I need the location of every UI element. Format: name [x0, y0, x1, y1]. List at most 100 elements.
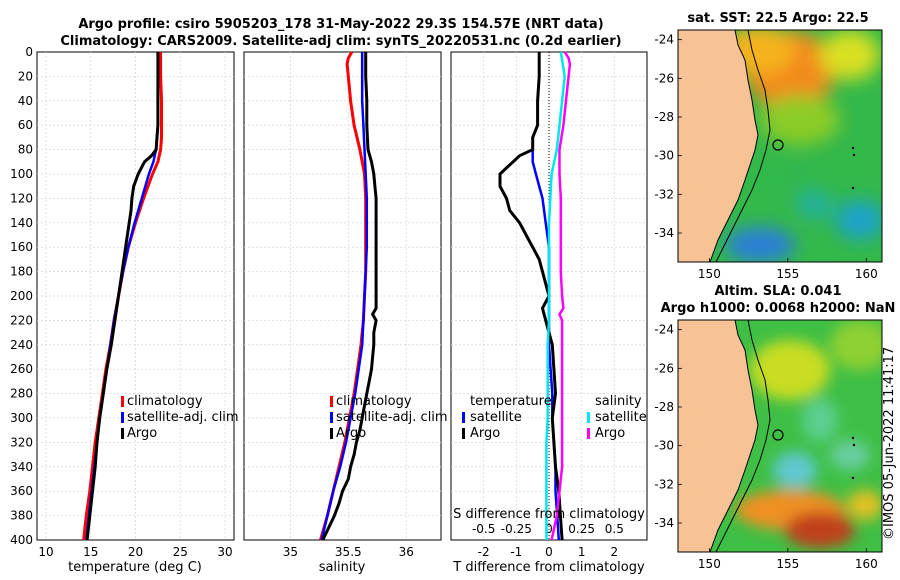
depth-tick: 100	[10, 167, 33, 181]
sst-island-3	[851, 186, 855, 190]
sst-yellowgreen-patch	[760, 95, 840, 145]
sla-field	[678, 320, 882, 552]
lat-tick: -24	[654, 323, 674, 337]
sla-island-1	[851, 436, 855, 440]
sst-map-title: sat. SST: 22.5 Argo: 22.5	[687, 11, 868, 26]
depth-tick: 200	[10, 289, 33, 303]
legend-s-satellite: satellite	[595, 410, 647, 425]
x-tick: 35	[283, 545, 298, 559]
sla-yellow-patch	[750, 340, 830, 400]
depth-tick: 300	[10, 411, 33, 425]
s-diff-tick: 0	[545, 522, 553, 536]
t-difference-tick-labels: -2 -1 0 1 2	[478, 545, 618, 559]
lon-tick: 150	[698, 267, 721, 281]
lat-tick: -30	[654, 149, 674, 163]
depth-tick: 0	[25, 45, 33, 59]
legend-swatch-satellite	[121, 412, 124, 423]
depth-tick: 320	[10, 435, 33, 449]
lon-tick: 150	[698, 557, 721, 571]
depth-tick: 60	[18, 118, 33, 132]
t-diff-argo-line	[498, 52, 564, 541]
sla-argo-location	[772, 429, 784, 441]
x-tick: 10	[38, 545, 53, 559]
sla-land	[678, 320, 759, 552]
sla-map-title-1: Altim. SLA: 0.041	[715, 284, 842, 299]
x-tick: 0	[545, 545, 553, 559]
depth-tick: 360	[10, 484, 33, 498]
legend-t-satellite: satellite	[470, 410, 522, 425]
lon-tick: 155	[776, 557, 799, 571]
sst-map-frame	[677, 29, 883, 263]
difference-legend-salinity: salinity satellite Argo	[587, 394, 647, 441]
x-tick: -1	[510, 545, 522, 559]
sla-yellowgreen-patch	[830, 320, 882, 370]
legend-argo: Argo	[127, 426, 157, 441]
sla-red-patch	[785, 512, 855, 548]
lat-tick: -32	[654, 187, 674, 201]
legend-swatch-satellite-s	[330, 412, 333, 423]
legend-swatch-climatology	[121, 396, 124, 407]
depth-tick: 120	[10, 191, 33, 205]
legend-swatch-t-satellite	[462, 412, 465, 423]
salinity-grid	[244, 52, 441, 540]
lat-tick: -34	[654, 226, 674, 240]
s-diff-tick: -0.5	[472, 522, 495, 536]
sst-green-patch	[775, 165, 815, 195]
legend-salinity-title: salinity	[595, 394, 642, 409]
legend-swatch-t-argo	[462, 428, 465, 439]
depth-tick: 220	[10, 313, 33, 327]
title-line-1: Argo profile: csiro 5905203_178 31-May-2…	[78, 17, 603, 32]
difference-panel: -2 -1 0 1 2 -0.5 -0.25 0 0.25 0.5 T difference f…	[450, 51, 648, 575]
sst-island-1	[851, 146, 855, 150]
difference-legend-temperature: temperature satellite Argo	[462, 394, 552, 441]
x-tick: 35.5	[335, 545, 362, 559]
depth-tick: 140	[10, 216, 33, 230]
depth-tick: 20	[18, 69, 33, 83]
salinity-tick-labels: 35 35.5 36	[283, 545, 414, 559]
imos-timestamp: ©IMOS 05-Jun-2022 11:41:17	[882, 347, 897, 540]
sla-cyan-patch-2	[773, 452, 817, 488]
s-diff-tick: 0.25	[568, 522, 595, 536]
x-tick: 30	[217, 545, 232, 559]
x-tick: 15	[83, 545, 98, 559]
depth-tick: 260	[10, 362, 33, 376]
t-difference-xlabel: T difference from climatology	[452, 560, 645, 575]
s-diff-satellite-line	[545, 51, 566, 540]
sla-isobath	[715, 320, 771, 552]
sst-patches	[725, 30, 882, 262]
temperature-xlabel: temperature (deg C)	[68, 560, 202, 575]
s-diff-tick: -0.25	[501, 522, 532, 536]
s-diff-tick: 0.5	[605, 522, 624, 536]
legend-climatology-s: climatology	[336, 394, 412, 409]
sla-patches	[735, 320, 882, 548]
temperature-legend: climatology satellite-adj. clim Argo	[121, 394, 239, 441]
sst-land	[678, 30, 759, 262]
salinity-xlabel: salinity	[319, 560, 366, 575]
lon-tick: 160	[855, 267, 878, 281]
sla-map-title-2: Argo h1000: 0.0068 h2000: NaN	[661, 301, 896, 316]
depth-tick: 400	[10, 533, 33, 547]
legend-swatch-argo-s	[330, 428, 333, 439]
legend-climatology: climatology	[127, 394, 203, 409]
sla-lat-ticks: -24 -26 -28 -30 -32 -34	[654, 323, 682, 530]
legend-swatch-argo	[121, 428, 124, 439]
lat-tick: -28	[654, 400, 674, 414]
sst-argo-location	[772, 139, 784, 151]
legend-swatch-s-argo	[587, 428, 590, 439]
legend-satellite-s: satellite-adj. clim	[336, 410, 448, 425]
sst-lat-ticks: -24 -26 -28 -30 -32 -34	[654, 33, 682, 240]
x-tick: 2	[611, 545, 619, 559]
lat-tick: -32	[654, 477, 674, 491]
depth-tick: 280	[10, 387, 33, 401]
depth-tick: 40	[18, 94, 33, 108]
salinity-satellite-line	[320, 52, 369, 541]
lat-tick: -24	[654, 33, 674, 47]
salinity-argo-line	[321, 52, 378, 541]
depth-tick: 240	[10, 338, 33, 352]
s-diff-argo-line	[550, 51, 572, 541]
sst-map: sat. SST: 22.5 Argo: 22.5 -24 -26 -28 -30 -3…	[654, 11, 883, 281]
lon-tick: 160	[855, 557, 878, 571]
sla-yellow-patch-2	[847, 490, 882, 520]
depth-tick: 180	[10, 265, 33, 279]
depth-tick: 160	[10, 240, 33, 254]
